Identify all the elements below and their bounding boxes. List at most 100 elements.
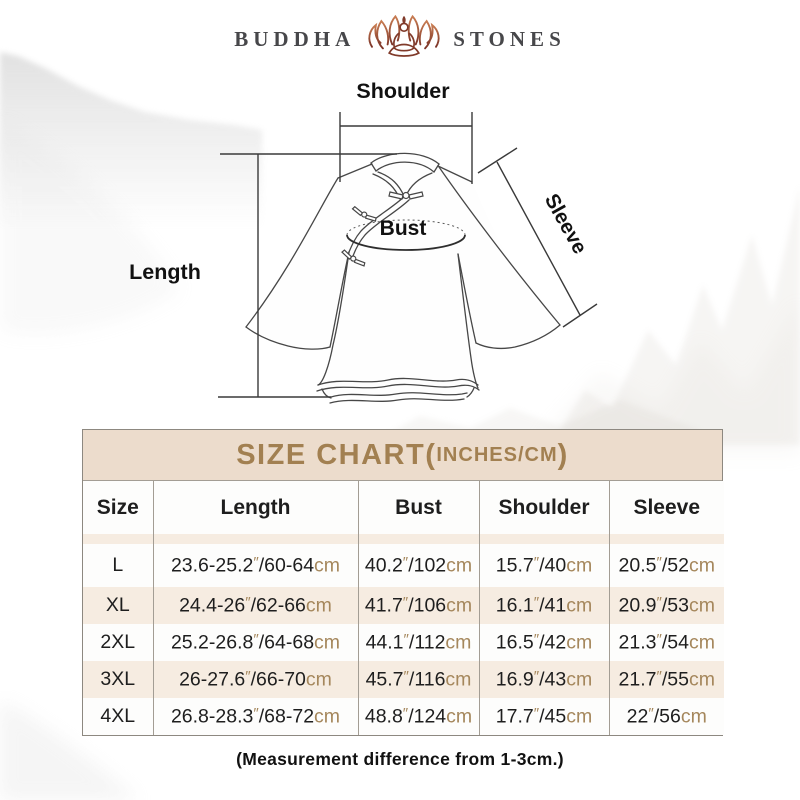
cell-shoulder: 15.7″/40cm (478, 544, 609, 587)
shoulder-label: Shoulder (356, 79, 450, 103)
inch-mark: ″ (253, 704, 259, 722)
cm-unit: cm (680, 705, 707, 728)
spacer-cell (152, 534, 358, 544)
inch-mark: ″ (533, 593, 540, 611)
inch-mark: ″ (656, 667, 662, 685)
cm-unit: cm (566, 668, 593, 691)
inch-mark: ″ (656, 630, 662, 648)
cell-size: 4XL (83, 698, 153, 735)
cell-shoulder: 17.7″/45cm (478, 698, 609, 735)
cell-sleeve: 22″/56cm (608, 698, 724, 735)
inch-mark: ″ (245, 667, 251, 685)
cm-unit: cm (566, 631, 593, 654)
size-chart-title-text: SIZE CHART (236, 438, 426, 471)
cm-unit: cm (688, 554, 715, 577)
cm-unit: cm (566, 705, 593, 728)
title-paren-open: ( (425, 438, 437, 471)
inch-mark: ″ (656, 553, 662, 571)
size-chart: SIZE CHART(INCHES/CM) Size Length Bust Shou… (82, 429, 724, 736)
cell-shoulder: 16.9″/43cm (478, 661, 609, 698)
cm-unit: cm (314, 631, 341, 654)
column-header-shoulder: Shoulder (478, 481, 609, 534)
lotus-meditation-icon (368, 14, 440, 57)
cell-length: 25.2-26.8″/64-68cm (152, 624, 358, 661)
size-chart-units: INCHES/CM (436, 443, 558, 466)
garment-drawing (245, 152, 561, 404)
cm-unit: cm (446, 554, 473, 577)
brand-logo: BUDDHA STONES (0, 10, 800, 68)
sleeve-label: Sleeve (540, 190, 592, 258)
inch-mark: ″ (402, 704, 409, 722)
frog-buttons (341, 191, 424, 267)
inch-mark: ″ (402, 553, 409, 571)
cell-size: XL (83, 587, 153, 624)
cell-sleeve: 21.7″/55cm (608, 661, 724, 698)
inch-mark: ″ (648, 704, 654, 722)
cm-unit: cm (305, 594, 332, 617)
size-chart-table: Size Length Bust Shoulder Sleeve L 23.6-25.2″… (83, 481, 724, 735)
inch-mark: ″ (533, 553, 540, 571)
inch-mark: ″ (403, 667, 409, 685)
cell-size: 3XL (83, 661, 153, 698)
cell-shoulder: 16.1″/41cm (478, 587, 609, 624)
cell-sleeve: 20.5″/52cm (608, 544, 724, 587)
cell-bust: 44.1″/112cm (357, 624, 479, 661)
column-header-bust: Bust (357, 481, 479, 534)
cm-unit: cm (566, 594, 593, 617)
spacer-cell (608, 534, 724, 544)
size-chart-title: SIZE CHART(INCHES/CM) (83, 430, 722, 481)
cm-unit: cm (305, 668, 332, 691)
cell-bust: 45.7″/116cm (357, 661, 479, 698)
table-row-2xl: 2XL 25.2-26.8″/64-68cm 44.1″/112cm 16.5″/42… (83, 624, 724, 661)
table-row-xl: XL 24.4-26″/62-66cm 41.7″/106cm 16.1″/41cm 2… (83, 587, 724, 624)
size-chart-header: Size Length Bust Shoulder Sleeve (83, 481, 724, 534)
cm-unit: cm (446, 594, 473, 617)
cell-shoulder: 16.5″/42cm (478, 624, 609, 661)
measurement-note: (Measurement difference from 1-3cm.) (236, 749, 564, 769)
inch-mark: ″ (533, 630, 540, 648)
inch-mark: ″ (402, 593, 409, 611)
inch-mark: ″ (656, 593, 662, 611)
cell-sleeve: 21.3″/54cm (608, 624, 724, 661)
bust-label: Bust (380, 217, 427, 240)
inch-mark: ″ (253, 630, 259, 648)
cell-bust: 40.2″/102cm (357, 544, 479, 587)
cm-unit: cm (445, 631, 472, 654)
brand-word-right: STONES (453, 26, 566, 51)
spacer-row (83, 534, 724, 544)
cell-length: 24.4-26″/62-66cm (152, 587, 358, 624)
spacer-cell (478, 534, 609, 544)
table-row-3xl: 3XL 26-27.6″/66-70cm 45.7″/116cm 16.9″/43cm… (83, 661, 724, 698)
cm-unit: cm (446, 705, 473, 728)
cm-unit: cm (314, 705, 341, 728)
column-header-length: Length (152, 481, 358, 534)
title-paren-close: ) (557, 438, 569, 471)
spacer-cell (83, 534, 153, 544)
inch-mark: ″ (253, 553, 259, 571)
inch-mark: ″ (533, 704, 540, 722)
inch-mark: ″ (403, 630, 409, 648)
length-label: Length (129, 260, 201, 284)
cell-length: 26-27.6″/66-70cm (152, 661, 358, 698)
cell-length: 26.8-28.3″/68-72cm (152, 698, 358, 735)
table-row-l: L 23.6-25.2″/60-64cm 40.2″/102cm 15.7″/40cm… (83, 544, 724, 587)
cm-unit: cm (688, 631, 715, 654)
cm-unit: cm (566, 554, 593, 577)
cm-unit: cm (688, 594, 715, 617)
spacer-cell (357, 534, 479, 544)
cell-size: L (83, 544, 153, 587)
bust-line-solid (346, 234, 466, 251)
shoulder-measure-line (339, 112, 473, 184)
cell-bust: 41.7″/106cm (357, 587, 479, 624)
column-header-sleeve: Sleeve (608, 481, 724, 534)
brand-word-left: BUDDHA (234, 26, 356, 51)
garment-measurement-diagram: Shoulder Bust Length Sleeve (129, 79, 598, 404)
table-row-4xl: 4XL 26.8-28.3″/68-72cm 48.8″/124cm 17.7″/45… (83, 698, 724, 735)
cm-unit: cm (314, 554, 341, 577)
cell-length: 23.6-25.2″/60-64cm (152, 544, 358, 587)
cm-unit: cm (445, 668, 472, 691)
cell-bust: 48.8″/124cm (357, 698, 479, 735)
inch-mark: ″ (533, 667, 540, 685)
inch-mark: ″ (245, 593, 251, 611)
